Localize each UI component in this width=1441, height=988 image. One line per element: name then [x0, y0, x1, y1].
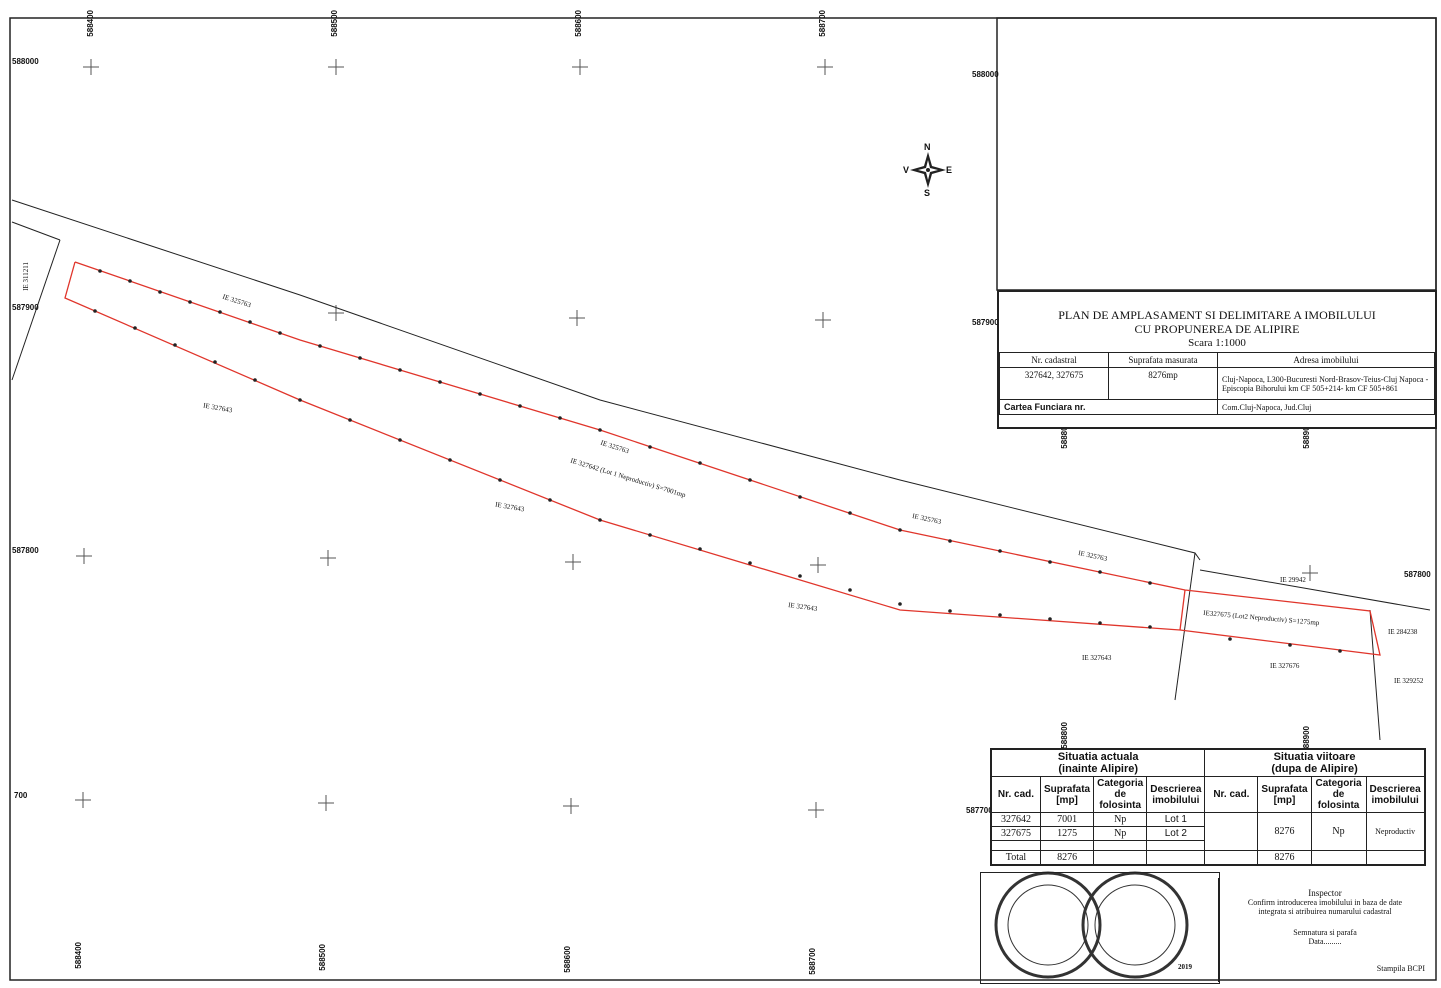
- boundary-points: [93, 269, 1342, 653]
- adresa-value: Cluj-Napoca, L300-Bucuresti Nord-Brasov-…: [1217, 367, 1435, 400]
- parcel-label-284238: IE 284238: [1388, 628, 1418, 636]
- grid-label-bottom-2: 588500: [318, 944, 327, 971]
- row1-nr: 327642: [990, 812, 1041, 827]
- cadastral-table: Nr. cadastral Suprafata masurata Adresa …: [999, 352, 1435, 415]
- sheet-frame: [9, 17, 1437, 981]
- actual-title-cell: Situatia actuala (inainte Alipire): [990, 748, 1206, 777]
- parcel-label-327643-d: IE 327643: [1082, 654, 1112, 662]
- h-nr-actual: Nr. cad.: [990, 776, 1041, 813]
- row1-desc: Lot 1: [1146, 812, 1206, 827]
- parcel-label-329252: IE 329252: [1394, 677, 1424, 685]
- row2-nr: 327675: [990, 826, 1041, 841]
- col-nr-cadastral: Nr. cadastral: [999, 352, 1109, 368]
- neighbor-boundaries: [11, 199, 1431, 741]
- compass-n: N: [924, 142, 931, 152]
- future-area: 8276: [1257, 812, 1312, 851]
- col-adresa: Adresa imobilului: [1217, 352, 1435, 368]
- future-nr: [1204, 812, 1259, 851]
- compass-e: E: [946, 165, 953, 175]
- col-suprafata: Suprafata masurata: [1108, 352, 1218, 368]
- stamp-seals: [994, 871, 1189, 979]
- parcel-label-311211: IE 311211: [22, 262, 30, 291]
- compass-s: S: [924, 188, 931, 198]
- grid-label-left-1: 588000: [12, 57, 39, 66]
- h-area-actual: Suprafata [mp]: [1039, 776, 1095, 813]
- parcel-label-29942: IE 29942: [1280, 576, 1306, 584]
- grid-label-top-2: 588500: [330, 10, 339, 37]
- total-area: 8276: [1039, 850, 1095, 866]
- future-total: 8276: [1257, 850, 1312, 866]
- title-block: PLAN DE AMPLASAMENT SI DELIMITARE A IMOB…: [997, 290, 1437, 429]
- compass-w: V: [903, 165, 910, 175]
- grid-label-left-4: 700: [14, 791, 28, 800]
- suprafata-value: 8276mp: [1108, 367, 1218, 400]
- grid-label-right-3: 587800: [1404, 570, 1431, 579]
- row1-area: 7001: [1039, 812, 1095, 827]
- total-label: Total: [990, 850, 1041, 866]
- stamp-area: [980, 872, 1220, 984]
- scale-text: Scara 1:1000: [1188, 337, 1246, 349]
- h-desc-future: Descrierea imobilului: [1365, 776, 1426, 813]
- row2-area: 1275: [1039, 826, 1095, 841]
- future-title: Situatia viitoare: [1273, 751, 1356, 763]
- row2-desc: Lot 2: [1146, 826, 1206, 841]
- inspector-date: Data.........: [1308, 937, 1342, 946]
- compass-rose: [910, 152, 946, 188]
- inspector-title: Inspector: [1308, 888, 1342, 898]
- nr-cadastral-value: 327642, 327675: [999, 367, 1109, 400]
- inspector-line-2: integrata si atribuirea numarului cadast…: [1258, 907, 1392, 916]
- h-cat-actual: Categoria de folosinta: [1093, 776, 1148, 813]
- grid-label-right-1: 588000: [972, 70, 999, 79]
- grid-label-top-1: 588400: [86, 10, 95, 37]
- inspector-stamp: Stampila BCPI: [1376, 964, 1425, 973]
- title-line-1: PLAN DE AMPLASAMENT SI DELIMITARE A IMOB…: [1058, 308, 1376, 322]
- cf-label: Cartea Funciara nr.: [999, 399, 1218, 415]
- inspector-block: Inspector Confirm introducerea imobilulu…: [1218, 878, 1431, 982]
- parcel-label-327676: IE 327676: [1270, 662, 1300, 670]
- h-cat-future: Categoria de folosinta: [1310, 776, 1367, 813]
- grid-crosses: [75, 59, 1318, 818]
- inspector-line-1: Confirm introducerea imobilului in baza …: [1247, 898, 1403, 907]
- actual-title: Situatia actuala: [1057, 751, 1139, 763]
- actual-subtitle: (inainte Alipire): [1058, 763, 1139, 775]
- grid-label-right-2: 587900: [972, 318, 999, 327]
- grid-label-top-3: 588600: [574, 10, 583, 37]
- row2-cat: Np: [1093, 826, 1148, 841]
- future-desc: Neproductiv: [1365, 812, 1426, 851]
- title-line-2: CU PROPUNEREA DE ALIPIRE: [1134, 322, 1300, 336]
- h-area-future: Suprafata [mp]: [1257, 776, 1312, 813]
- grid-label-right-4: 587700: [966, 806, 993, 815]
- locality-value: Com.Cluj-Napoca, Jud.Cluj: [1217, 399, 1435, 415]
- h-nr-future: Nr. cad.: [1204, 776, 1259, 813]
- top-right-box: [996, 17, 1437, 291]
- grid-label-bottom-4: 588700: [808, 948, 817, 975]
- future-title-cell: Situatia viitoare (dupa de Alipire): [1204, 748, 1426, 777]
- grid-label-mid-3: 588800: [1060, 722, 1069, 749]
- row1-cat: Np: [1093, 812, 1148, 827]
- grid-label-left-2: 587900: [12, 303, 39, 312]
- stamp-year: 2019: [1178, 963, 1192, 971]
- grid-label-bottom-3: 588600: [563, 946, 572, 973]
- grid-label-top-4: 588700: [818, 10, 827, 37]
- grid-label-bottom-1: 588400: [74, 942, 83, 969]
- grid-label-left-3: 587800: [12, 546, 39, 555]
- future-cat: Np: [1310, 812, 1367, 851]
- inspector-sign: Semnatura si parafa: [1293, 928, 1357, 937]
- situation-table: Situatia actuala (inainte Alipire) Situa…: [990, 748, 1426, 866]
- h-desc-actual: Descrierea imobilului: [1146, 776, 1206, 813]
- future-subtitle: (dupa de Alipire): [1271, 763, 1358, 775]
